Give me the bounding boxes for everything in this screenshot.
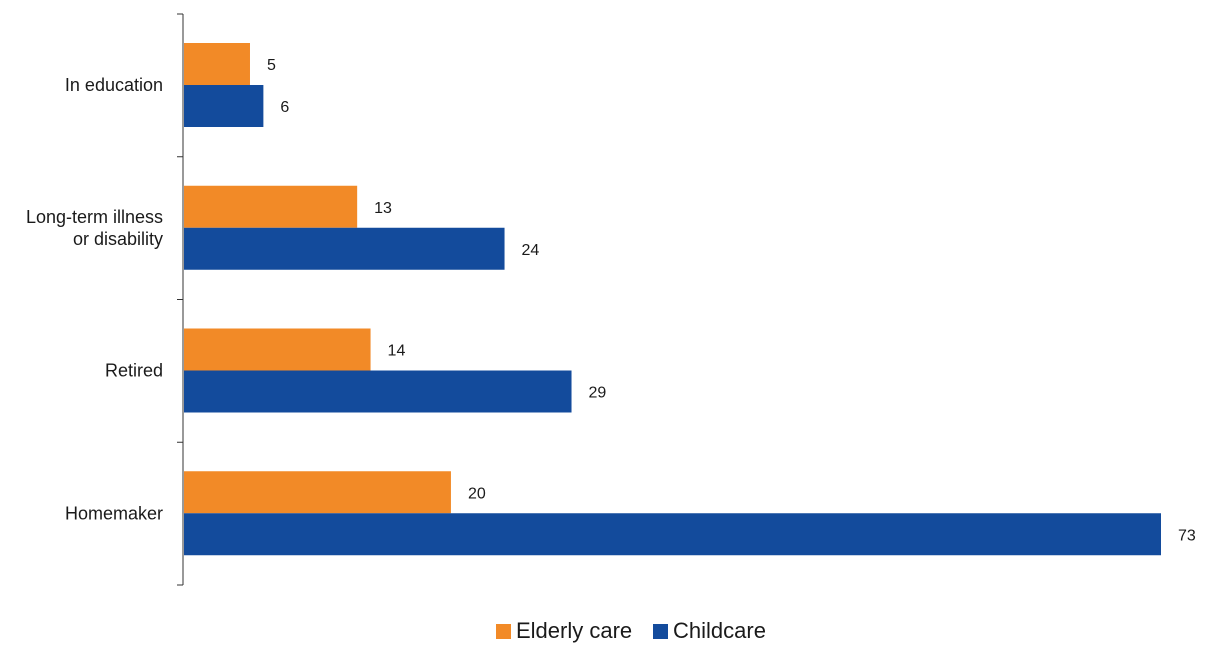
category-label: Homemaker (65, 503, 163, 523)
category-label: Retired (105, 361, 163, 381)
legend-label: Elderly care (516, 618, 632, 643)
data-label: 20 (468, 485, 486, 502)
data-label: 6 (280, 99, 289, 116)
data-label: 73 (1178, 527, 1196, 544)
data-label: 14 (388, 343, 406, 360)
legend-label: Childcare (673, 618, 766, 643)
bar-childcare (184, 85, 264, 127)
category-label: In education (65, 75, 163, 95)
bar-elderly-care (184, 471, 451, 514)
bar-elderly-care (184, 328, 371, 371)
data-label: 5 (267, 57, 276, 74)
data-label: 13 (374, 200, 392, 217)
data-label: 29 (589, 385, 607, 402)
bars-layer (184, 43, 1161, 556)
bar-elderly-care (184, 43, 250, 85)
bar-childcare (184, 227, 505, 270)
data-label: 24 (522, 242, 540, 259)
axis-layer (177, 13, 184, 586)
bar-elderly-care (184, 185, 358, 228)
category-label: Long-term illness or disability (26, 207, 163, 249)
legend: Elderly care Childcare (496, 618, 766, 643)
labels-layer: 5 6 In education 13 24 Long-term illness or di… (26, 57, 1196, 544)
legend-swatch-elderly-care (496, 624, 511, 639)
bar-childcare (184, 513, 1161, 556)
legend-swatch-childcare (653, 624, 668, 639)
bar-childcare (184, 370, 572, 413)
